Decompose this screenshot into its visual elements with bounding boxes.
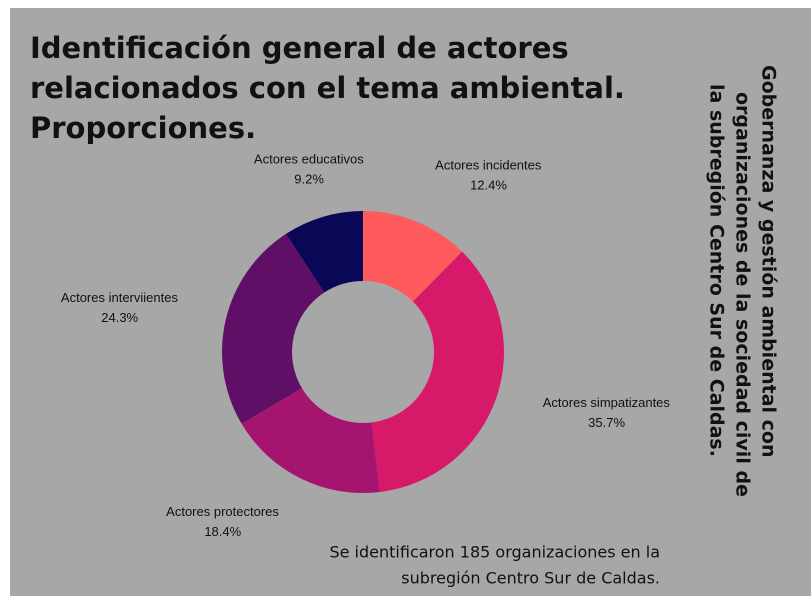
side-text: la subregión Centro Sur de Caldas.: [706, 84, 728, 457]
value-label: 18.4%: [204, 524, 241, 539]
side-text: Gobernanza y gestión ambiental con: [758, 65, 780, 457]
footnote: subregión Centro Sur de Caldas.: [401, 569, 660, 588]
value-label: 24.3%: [101, 310, 138, 325]
donut-slice: [222, 233, 325, 424]
value-label: 12.4%: [470, 178, 507, 193]
donut-slice: [285, 211, 363, 293]
chart-title: Identificación general de actores: [30, 31, 569, 65]
value-label: 35.7%: [588, 415, 625, 430]
slice-label: Actores educativos: [254, 151, 364, 166]
chart-title: relacionados con el tema ambiental.: [30, 71, 625, 105]
donut-slice: [371, 251, 505, 492]
slice-label: Actores interviientes: [61, 290, 179, 305]
slice-label: Actores simpatizantes: [543, 395, 671, 410]
slice-label: Actores protectores: [166, 504, 279, 519]
background: [10, 8, 811, 596]
side-text: organizaciones de la sociedad civil de: [732, 92, 754, 497]
donut-slice: [363, 211, 463, 302]
footnote: Se identificaron 185 organizaciones en l…: [329, 543, 660, 562]
donut-slice: [241, 388, 380, 494]
slice-label: Actores incidentes: [435, 158, 542, 173]
chart-title: Proporciones.: [30, 111, 256, 145]
value-label: 9.2%: [294, 171, 324, 186]
